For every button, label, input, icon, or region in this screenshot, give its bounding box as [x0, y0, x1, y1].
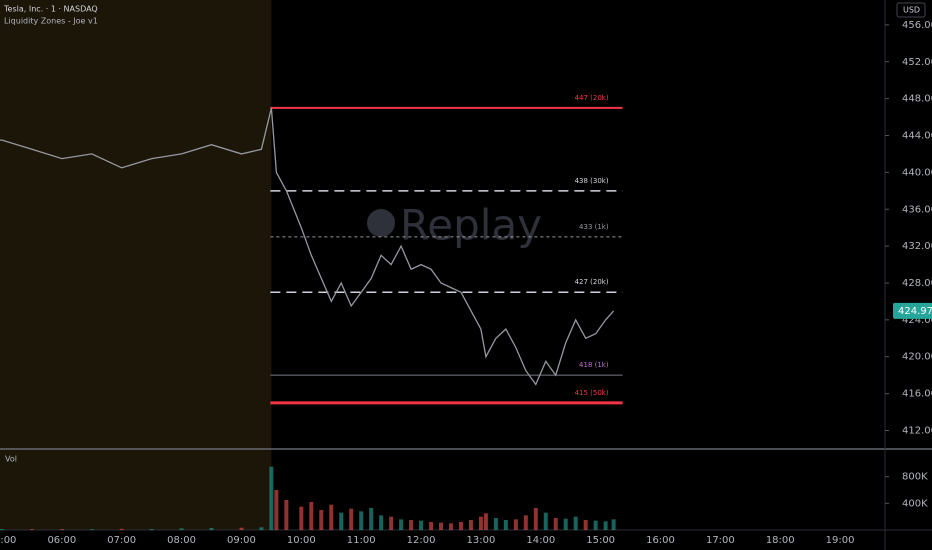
y-tick-label: 400K: [902, 498, 928, 509]
level-label: 418 (1k): [579, 361, 609, 369]
volume-bar: [239, 527, 244, 530]
level-label: 438 (30k): [575, 177, 609, 185]
level-label: 433 (1k): [579, 223, 609, 231]
volume-bar: [29, 529, 34, 530]
watermark-icon: [367, 209, 395, 237]
indicator-name: Liquidity Zones - Joe v1: [4, 17, 98, 26]
y-tick-label: 456.00: [902, 20, 932, 31]
currency-box: [896, 2, 926, 18]
x-tick-label: 19:00: [826, 535, 855, 546]
volume-bar: [339, 512, 344, 530]
volume-bar: [274, 490, 279, 530]
volume-bar: [593, 520, 598, 530]
volume-bar: [269, 466, 274, 530]
volume-bar: [448, 523, 453, 530]
y-tick-label: 428.00: [902, 278, 932, 289]
x-tick-label: 13:00: [466, 535, 495, 546]
y-tick-label: 444.00: [902, 131, 932, 142]
price-line: [0, 107, 615, 386]
y-tick-label: 420.00: [902, 352, 932, 363]
volume-bar: [259, 527, 264, 530]
volume-bar: [429, 522, 434, 530]
last-price-label: 424.97: [898, 306, 932, 317]
y-tick-label: 452.00: [902, 57, 932, 68]
volume-bar: [149, 529, 154, 530]
volume-bar: [513, 519, 518, 530]
volume-bar: [553, 518, 558, 530]
volume-title: Vol: [5, 455, 17, 464]
volume-bar: [563, 518, 568, 530]
volume-bar: [468, 520, 473, 530]
level-label: 415 (50k): [575, 389, 609, 397]
x-tick-label: 12:00: [407, 535, 436, 546]
volume-bar: [319, 510, 324, 530]
volume-bar: [209, 528, 214, 530]
volume-bar: [419, 520, 424, 530]
volume-bar: [493, 518, 498, 530]
last-price-tag: [893, 302, 932, 319]
volume-bar: [399, 519, 404, 530]
y-tick-label: 416.00: [902, 389, 932, 400]
level-label: 427 (20k): [575, 278, 609, 286]
volume-bar: [523, 515, 528, 530]
x-tick-label: 08:00: [167, 535, 196, 546]
x-tick-label: 11:00: [347, 535, 376, 546]
volume-bar: [543, 512, 548, 530]
volume-bar: [369, 508, 374, 530]
volume-bar: [284, 500, 289, 530]
y-tick-label: 448.00: [902, 94, 932, 105]
y-tick-label: 432.00: [902, 241, 932, 252]
x-tick-label: 15:00: [586, 535, 615, 546]
volume-bar: [329, 504, 334, 530]
volume-bar: [439, 522, 444, 530]
volume-bar: [179, 528, 184, 530]
x-tick-label: 06:00: [47, 535, 76, 546]
volume-bar: [89, 529, 94, 530]
x-tick-label: 16:00: [646, 535, 675, 546]
watermark: Replay: [400, 201, 542, 250]
volume-bar: [299, 506, 304, 530]
volume-bar: [359, 511, 364, 530]
y-tick-label: 800K: [902, 472, 928, 483]
volume-bar: [573, 516, 578, 530]
volume-bar: [583, 520, 588, 530]
x-tick-label: 17:00: [706, 535, 735, 546]
volume-bar: [119, 528, 124, 530]
premarket-shade: [0, 0, 272, 530]
y-tick-label: 412.00: [902, 425, 932, 436]
x-tick-label: 09:00: [227, 535, 256, 546]
volume-bar: [503, 520, 508, 530]
x-tick-label: 18:00: [766, 535, 795, 546]
volume-bar: [478, 516, 483, 530]
volume-bar: [59, 529, 64, 530]
volume-bar: [379, 515, 384, 530]
volume-bar: [409, 520, 414, 530]
level-label: 447 (20k): [575, 94, 609, 102]
x-tick-label: 14:00: [526, 535, 555, 546]
x-tick-label: 10:00: [287, 535, 316, 546]
y-tick-label: 440.00: [902, 167, 932, 178]
volume-bar: [458, 522, 463, 530]
volume-bar: [349, 508, 354, 530]
volume-bar: [611, 519, 616, 530]
x-tick-label: 07:00: [107, 535, 136, 546]
volume-bar: [0, 529, 4, 530]
x-tick-label: 05:00: [0, 535, 16, 546]
volume-bar: [309, 502, 314, 530]
symbol-title: Tesla, Inc. · 1 · NASDAQ: [3, 5, 98, 14]
y-tick-label: 424.00: [902, 315, 932, 326]
currency: USD: [903, 6, 920, 15]
volume-bar: [389, 516, 394, 530]
volume-bar: [533, 508, 538, 530]
volume-bar: [483, 513, 488, 530]
volume-bar: [603, 521, 608, 530]
y-tick-label: 436.00: [902, 204, 932, 215]
